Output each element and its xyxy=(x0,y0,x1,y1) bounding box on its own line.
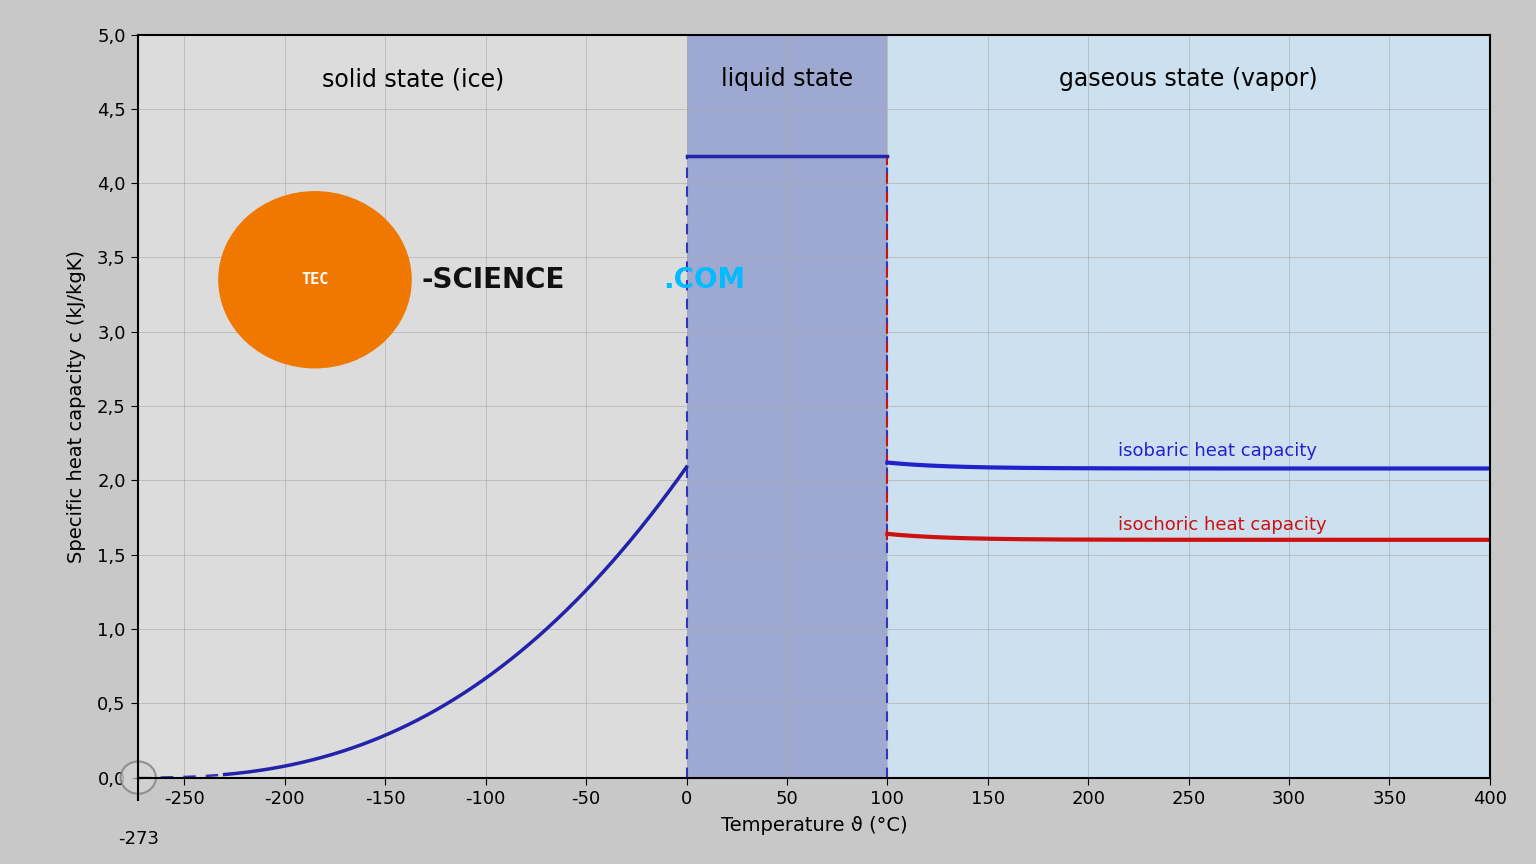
Ellipse shape xyxy=(121,761,155,794)
Bar xyxy=(687,35,888,778)
Text: TEC: TEC xyxy=(301,272,329,287)
Text: -SCIENCE: -SCIENCE xyxy=(422,266,565,294)
Text: .COM: .COM xyxy=(664,266,745,294)
Text: gaseous state (vapor): gaseous state (vapor) xyxy=(1060,67,1318,91)
Text: solid state (ice): solid state (ice) xyxy=(323,67,504,91)
Text: liquid state: liquid state xyxy=(720,67,852,91)
X-axis label: Temperature ϑ (°C): Temperature ϑ (°C) xyxy=(720,816,908,835)
Text: isochoric heat capacity: isochoric heat capacity xyxy=(1118,516,1327,534)
Text: -273: -273 xyxy=(118,829,158,848)
Text: isobaric heat capacity: isobaric heat capacity xyxy=(1118,442,1318,460)
Bar xyxy=(888,35,1490,778)
Ellipse shape xyxy=(218,191,412,368)
Y-axis label: Specific heat capacity c (kJ/kgK): Specific heat capacity c (kJ/kgK) xyxy=(68,250,86,562)
